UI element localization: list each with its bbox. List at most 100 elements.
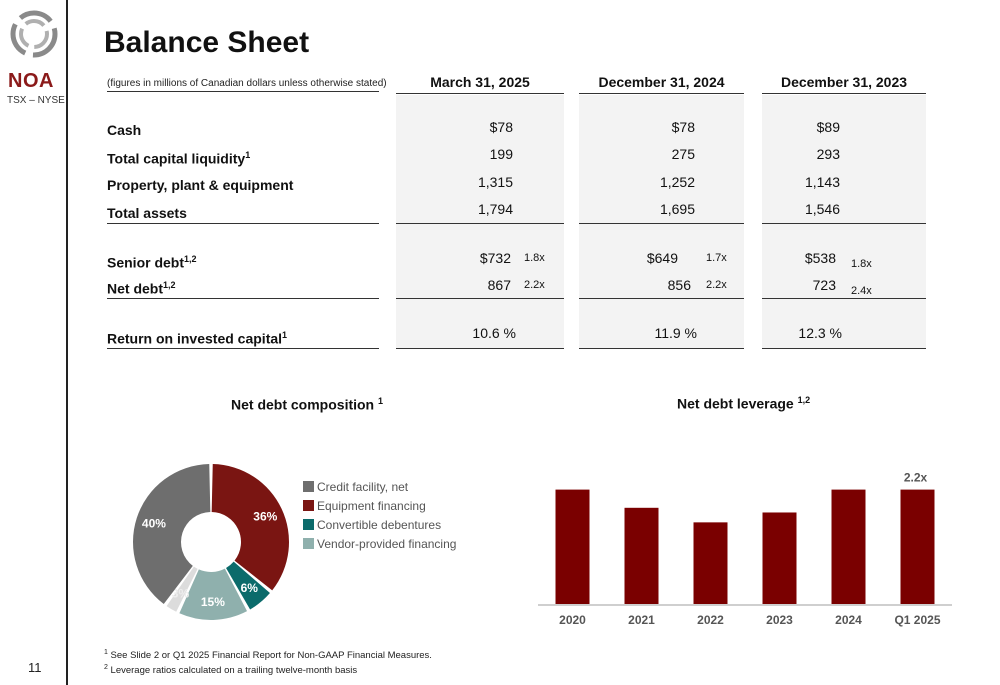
row-label-senior-debt: Senior debt1,2 bbox=[107, 254, 197, 271]
legend-label: Convertible debentures bbox=[317, 517, 442, 532]
legend-item: Equipment financing bbox=[303, 496, 456, 515]
bar-2021 bbox=[624, 507, 659, 604]
cell-liquidity-dec-2023: 293 bbox=[816, 146, 840, 162]
legend-label: Equipment financing bbox=[317, 498, 426, 513]
noa-logo-icon bbox=[10, 10, 58, 58]
rule-line bbox=[762, 348, 926, 349]
donut-slice-credit-facility-net bbox=[133, 464, 211, 605]
brand-exchange: TSX – NYSE bbox=[7, 95, 65, 106]
cell-ppe-mar-2025: 1,315 bbox=[477, 174, 513, 190]
ratio-senior-debt-dec-2024: 1.7x bbox=[706, 252, 727, 264]
donut-slice-vendor-provided-financing bbox=[179, 568, 248, 620]
cell-roic-dec-2024: 11.9 % bbox=[654, 325, 697, 341]
rule-line bbox=[396, 348, 564, 349]
rule-line bbox=[579, 298, 744, 299]
x-tick-label: 2020 bbox=[559, 613, 586, 627]
row-label-ppe: Property, plant & equipment bbox=[107, 177, 294, 193]
legend-swatch bbox=[303, 481, 314, 492]
cell-roic-mar-2025: 10.6 % bbox=[472, 325, 516, 341]
footnote-1: 1 See Slide 2 or Q1 2025 Financial Repor… bbox=[104, 649, 432, 662]
ratio-senior-debt-dec-2023: 1.8x bbox=[851, 258, 872, 270]
legend-swatch bbox=[303, 519, 314, 530]
legend-item: Convertible debentures bbox=[303, 515, 456, 534]
x-tick-label: 2024 bbox=[835, 613, 862, 627]
column-header-dec-2023: December 31, 2023 bbox=[762, 74, 926, 94]
rule-line bbox=[396, 223, 564, 224]
cell-cash-mar-2025: $78 bbox=[489, 119, 513, 135]
column-header-dec-2024: December 31, 2024 bbox=[579, 74, 744, 94]
legend-item: Credit facility, net bbox=[303, 477, 456, 496]
rule-line bbox=[396, 298, 564, 299]
column-shade bbox=[579, 95, 744, 349]
cell-cash-dec-2024: $78 bbox=[671, 119, 695, 135]
x-tick-label: 2021 bbox=[628, 613, 655, 627]
bar-annotation-label: 2.2x bbox=[904, 471, 928, 485]
x-tick-label: 2022 bbox=[697, 613, 724, 627]
donut-slice-label: 40% bbox=[142, 516, 166, 530]
rule-line bbox=[762, 223, 926, 224]
cell-cash-dec-2023: $89 bbox=[816, 119, 840, 135]
donut-slice-label: 6% bbox=[241, 581, 259, 595]
cell-senior-debt-mar-2025: $732 bbox=[479, 250, 511, 266]
cell-net-debt-dec-2023: 723 bbox=[812, 277, 836, 293]
row-label-cash: Cash bbox=[107, 122, 142, 138]
cell-net-debt-dec-2024: 856 bbox=[667, 277, 691, 293]
donut-chart-title: Net debt composition 1 bbox=[231, 396, 384, 413]
cell-ppe-dec-2023: 1,143 bbox=[804, 174, 840, 190]
rule-line bbox=[579, 348, 744, 349]
ratio-net-debt-dec-2023: 2.4x bbox=[851, 285, 872, 297]
table-note: (figures in millions of Canadian dollars… bbox=[107, 78, 387, 92]
page-number: 11 bbox=[28, 660, 42, 675]
legend-label: Credit facility, net bbox=[317, 479, 409, 494]
ratio-net-debt-mar-2025: 2.2x bbox=[524, 279, 545, 291]
row-label-total-capital-liquidity: Total capital liquidity1 bbox=[107, 150, 251, 167]
bar-2020 bbox=[555, 489, 590, 604]
rule-line bbox=[579, 223, 744, 224]
legend-swatch bbox=[303, 538, 314, 549]
donut-slice-other bbox=[166, 566, 198, 612]
footnote-2: 2 Leverage ratios calculated on a traili… bbox=[104, 664, 358, 677]
cell-ppe-dec-2024: 1,252 bbox=[659, 174, 695, 190]
footnotes: 1 See Slide 2 or Q1 2025 Financial Repor… bbox=[104, 647, 432, 677]
cell-net-debt-mar-2025: 867 bbox=[487, 277, 511, 293]
cell-assets-mar-2025: 1,794 bbox=[477, 201, 513, 217]
column-shade bbox=[762, 95, 926, 349]
bar-2024 bbox=[831, 489, 866, 604]
cell-senior-debt-dec-2023: $538 bbox=[804, 250, 836, 266]
net-debt-composition-donut: 36% 6% 15% 3% 40% bbox=[133, 464, 289, 620]
cell-assets-dec-2024: 1,695 bbox=[659, 201, 695, 217]
page-title: Balance Sheet bbox=[104, 26, 310, 59]
brand-name: NOA bbox=[8, 70, 54, 92]
bar-2022 bbox=[693, 522, 728, 604]
row-label-net-debt: Net debt1,2 bbox=[107, 280, 176, 297]
row-label-roic: Return on invested capital1 bbox=[107, 330, 288, 347]
cell-assets-dec-2023: 1,546 bbox=[804, 201, 840, 217]
cell-liquidity-mar-2025: 199 bbox=[489, 146, 513, 162]
rule-line bbox=[762, 298, 926, 299]
ratio-senior-debt-mar-2025: 1.8x bbox=[524, 252, 545, 264]
donut-slice-label: 15% bbox=[201, 595, 225, 609]
cell-liquidity-dec-2024: 275 bbox=[671, 146, 695, 162]
legend-label: Vendor-provided financing bbox=[317, 536, 457, 551]
x-tick-label: Q1 2025 bbox=[894, 613, 940, 627]
column-header-mar-2025: March 31, 2025 bbox=[396, 74, 564, 94]
donut-legend: Credit facility, net Equipment financing C… bbox=[303, 477, 456, 553]
donut-slice-label: 36% bbox=[253, 509, 277, 523]
donut-slice-label: 3% bbox=[172, 587, 190, 601]
net-debt-leverage-bar-chart: 2020 2021 2022 2023 2024 Q1 2025 2.2x bbox=[538, 471, 952, 627]
rule-line bbox=[107, 348, 379, 349]
column-shade bbox=[396, 95, 564, 349]
cell-senior-debt-dec-2024: $649 bbox=[646, 250, 678, 266]
legend-item: Vendor-provided financing bbox=[303, 534, 456, 553]
donut-slice-convertible-debentures bbox=[226, 561, 270, 610]
donut-slice-equipment-financing bbox=[211, 464, 289, 591]
cell-roic-dec-2023: 12.3 % bbox=[798, 325, 842, 341]
sidebar-divider bbox=[66, 0, 68, 685]
rule-line bbox=[107, 298, 379, 299]
bar-chart-title: Net debt leverage 1,2 bbox=[677, 395, 811, 412]
row-label-total-assets: Total assets bbox=[107, 205, 187, 221]
bar-q1-2025 bbox=[900, 489, 935, 604]
legend-swatch bbox=[303, 500, 314, 511]
x-tick-label: 2023 bbox=[766, 613, 793, 627]
bar-2023 bbox=[762, 512, 797, 604]
